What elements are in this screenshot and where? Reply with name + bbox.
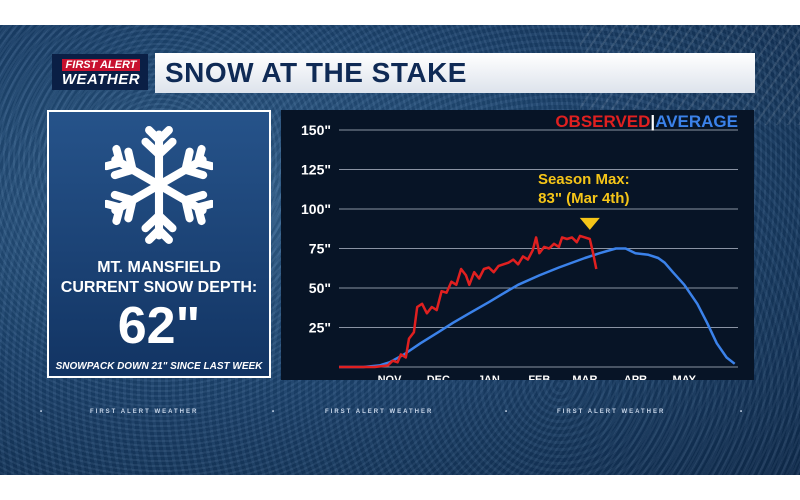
ticker-dot: •: [272, 409, 277, 415]
chart-legend: OBSERVED|AVERAGE: [555, 112, 738, 132]
y-tick-label: 50": [309, 280, 331, 296]
ticker-text: FIRST ALERT WEATHER: [557, 409, 666, 415]
location-line1: MT. MANSFIELD: [97, 259, 221, 276]
series-line-observed: [339, 234, 598, 369]
logo-line1: FIRST ALERT: [62, 59, 140, 71]
page-title: SNOW AT THE STAKE: [165, 57, 467, 88]
logo-line2: WEATHER: [61, 71, 141, 88]
x-tick-label: FEB: [528, 374, 550, 380]
x-tick-label: APR: [624, 374, 647, 380]
first-alert-weather-logo: FIRST ALERT WEATHER: [52, 54, 148, 90]
snow-depth-panel: MT. MANSFIELD CURRENT SNOW DEPTH: 62" SN…: [47, 110, 271, 378]
snow-depth-chart: 25"50"75"100"125"150"NOV1DEC1JAN1FEB1MAR…: [301, 122, 738, 399]
current-snow-depth: 62": [117, 297, 201, 355]
season-max-marker: [579, 217, 600, 230]
broadcast-frame: FIRST ALERT WEATHER SNOW AT THE STAKE MT…: [0, 25, 800, 475]
ticker-text: FIRST ALERT WEATHER: [90, 409, 199, 415]
series-line-average: [339, 247, 736, 369]
y-tick-label: 25": [309, 320, 331, 336]
season-max-value: 83" (Mar 4th): [538, 190, 629, 207]
location-line2: CURRENT SNOW DEPTH:: [60, 279, 258, 296]
y-tick-label: 150": [301, 122, 331, 138]
legend-average: AVERAGE: [655, 112, 738, 131]
title-bar: SNOW AT THE STAKE: [155, 53, 755, 93]
season-max-label: Season Max:: [538, 171, 630, 188]
x-tick-label: DEC: [427, 374, 450, 380]
location-label: MT. MANSFIELD CURRENT SNOW DEPTH:: [49, 258, 269, 298]
x-tick-label: MAY: [673, 374, 697, 380]
snowpack-caption: SNOWPACK DOWN 21" SINCE LAST WEEK: [55, 361, 263, 372]
ticker-dot: •: [740, 409, 745, 415]
ticker-dot: •: [40, 409, 45, 415]
x-tick-label: NOV: [378, 374, 403, 380]
legend-observed: OBSERVED: [555, 112, 651, 131]
y-tick-label: 100": [301, 201, 331, 217]
chart-panel: OBSERVED|AVERAGE 25" 50" 75" 100" 125" 150" NO…: [281, 110, 754, 399]
y-tick-label: 125": [301, 162, 331, 178]
legend-separator: |: [650, 112, 656, 131]
ticker-dot: •: [505, 409, 510, 415]
ticker-text: FIRST ALERT WEATHER: [325, 409, 434, 415]
ticker-bar: • FIRST ALERT WEATHER • FIRST ALERT WEAT…: [0, 409, 800, 421]
snowflake-icon: [105, 126, 213, 246]
x-tick-label: JAN: [478, 374, 500, 380]
y-tick-label: 75": [309, 241, 331, 257]
x-tick-label: MAR: [572, 374, 597, 380]
